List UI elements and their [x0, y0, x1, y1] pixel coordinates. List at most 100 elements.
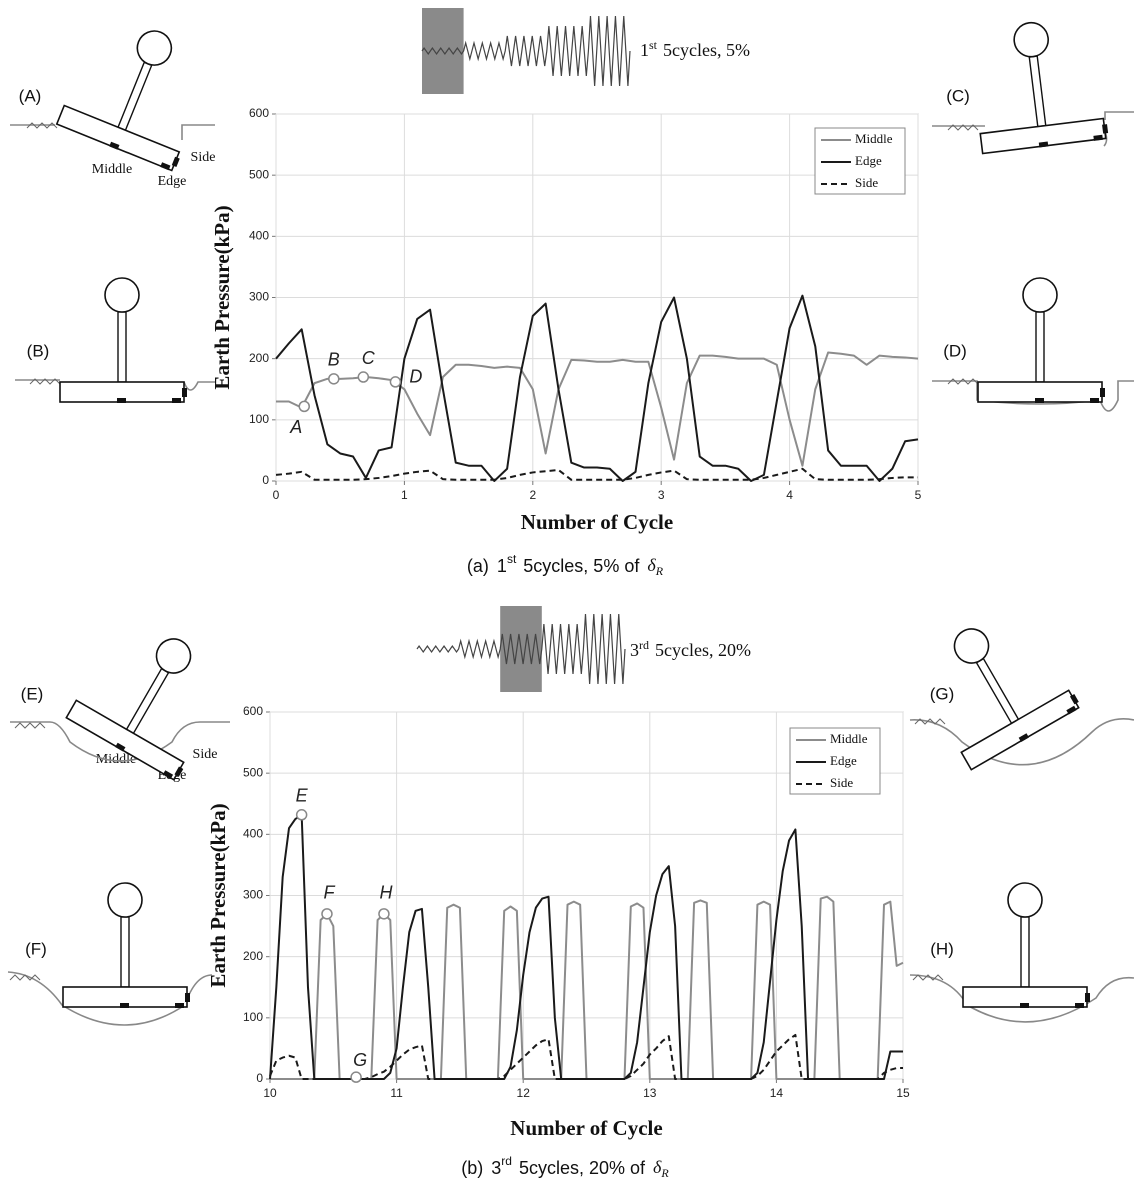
ground-line [15, 379, 215, 391]
signal-ordinal: rd [639, 638, 649, 652]
caption-text: 5cycles, 20% of [519, 1158, 646, 1178]
ground-hatch [14, 722, 46, 729]
caption-text: 5cycles, 5% of [523, 556, 640, 576]
y-axis-title: Earth Pressure(kPa) [206, 803, 230, 987]
signal-number: 1 [640, 40, 649, 60]
legend-label: Middle [855, 131, 893, 146]
signal-wave [416, 613, 626, 685]
diagram-label: (F) [25, 939, 47, 958]
diagram-label: (D) [943, 341, 967, 360]
sensor-middle [115, 742, 126, 752]
chart: 0 100 200 300 400 500 600 10 11 12 13 14 15 Middle Edg… [96, 606, 910, 1180]
diagram-label: (H) [930, 939, 954, 958]
footing-group [977, 277, 1105, 403]
sensor-middle [1018, 733, 1029, 743]
sensor-edge [1075, 1003, 1084, 1008]
pole-head [136, 30, 173, 66]
ground-hatch [9, 974, 41, 981]
annotation-point [298, 400, 310, 413]
part-label: Middle [92, 162, 132, 177]
caption-tag: (a) [467, 556, 489, 576]
ground-hatch [912, 974, 944, 981]
annotation-label: D [409, 367, 422, 387]
pole [1028, 55, 1047, 128]
caption-tag: (b) [461, 1158, 483, 1178]
y-tick-label: 600 [249, 106, 269, 120]
part-label: Side [191, 150, 216, 165]
sensor-middle [120, 1003, 129, 1008]
y-tick-label: 0 [256, 1071, 263, 1085]
y-tick-label: 0 [262, 473, 269, 487]
annotation-label: H [379, 883, 393, 903]
x-tick-label: 5 [915, 488, 922, 502]
sensor-edge [162, 770, 174, 780]
annotation-label: A [289, 417, 302, 437]
annotation-label: G [353, 1050, 367, 1070]
part-label: Side [193, 747, 218, 762]
series-line [269, 1033, 903, 1080]
x-tick-label: 15 [896, 1086, 910, 1100]
sensor-side [174, 766, 184, 777]
pole [1035, 311, 1045, 383]
y-tick-label: 300 [249, 290, 269, 304]
caption-subscript: R [660, 1166, 669, 1180]
caption-symbol: δ [653, 1157, 662, 1177]
y-tick-label: 400 [243, 827, 263, 841]
sensor-middle [1035, 398, 1044, 403]
pole-head [104, 277, 140, 313]
diagram-label: (B) [27, 341, 50, 360]
sensor-side [171, 156, 180, 167]
ground-line [909, 718, 1134, 766]
sensor-edge [172, 398, 181, 403]
ground-hatch [29, 378, 61, 385]
sensor-side [1100, 388, 1105, 397]
legend-label: Middle [830, 731, 868, 746]
sensor-side [185, 993, 190, 1002]
diagram: (H) [909, 882, 1134, 1023]
diagram: (D) [932, 277, 1134, 412]
pole-head [953, 628, 990, 664]
sensor-middle [109, 141, 120, 150]
pole-head [155, 638, 192, 674]
footing-group [953, 628, 1080, 771]
annotation-point [295, 809, 308, 821]
sensor-side [1102, 124, 1109, 134]
sensor-side [182, 388, 187, 397]
sensor-middle [117, 398, 126, 403]
x-axis-title: Number of Cycle [510, 1116, 662, 1140]
pole-head [107, 882, 143, 918]
diagram-label: (C) [946, 86, 970, 105]
caption-number: 1 [497, 556, 507, 576]
x-tick-label: 10 [263, 1086, 277, 1100]
diagram: (B) [15, 277, 215, 403]
annotation-label: F [323, 883, 335, 903]
y-tick-label: 500 [249, 167, 269, 181]
signal-text: 5cycles, 20% [655, 640, 751, 660]
y-tick-label: 500 [243, 765, 263, 779]
sensor-middle [1020, 1003, 1029, 1008]
ground-hatch [914, 718, 946, 725]
signal-label: 1st 5cycles, 5% [640, 38, 750, 60]
x-tick-label: 11 [390, 1086, 403, 1100]
ground-line [7, 971, 213, 1026]
x-axis-title: Number of Cycle [521, 510, 673, 534]
signal-ordinal: st [649, 38, 658, 52]
y-tick-label: 100 [249, 412, 269, 426]
x-tick-label: 4 [786, 488, 793, 502]
annotation-label: B [328, 350, 340, 370]
annotation-point [328, 373, 340, 385]
part-label: Middle [96, 752, 136, 767]
x-tick-label: 3 [658, 488, 665, 502]
chart: 0 100 200 300 400 500 600 0 1 2 3 4 5 Middle Edge Side A… [92, 8, 922, 578]
pole-head [1007, 882, 1043, 918]
signal-wave [421, 15, 631, 87]
pole [120, 916, 130, 988]
pole-head [1022, 277, 1058, 313]
y-tick-label: 600 [243, 704, 263, 718]
caption: (a) 1st 5cycles, 5% of δR [467, 552, 664, 578]
annotation-label: C [362, 348, 376, 368]
sensor-edge [1066, 705, 1077, 715]
ground-hatch [947, 124, 979, 131]
sensor-edge [1093, 134, 1103, 141]
legend-label: Side [830, 775, 853, 790]
